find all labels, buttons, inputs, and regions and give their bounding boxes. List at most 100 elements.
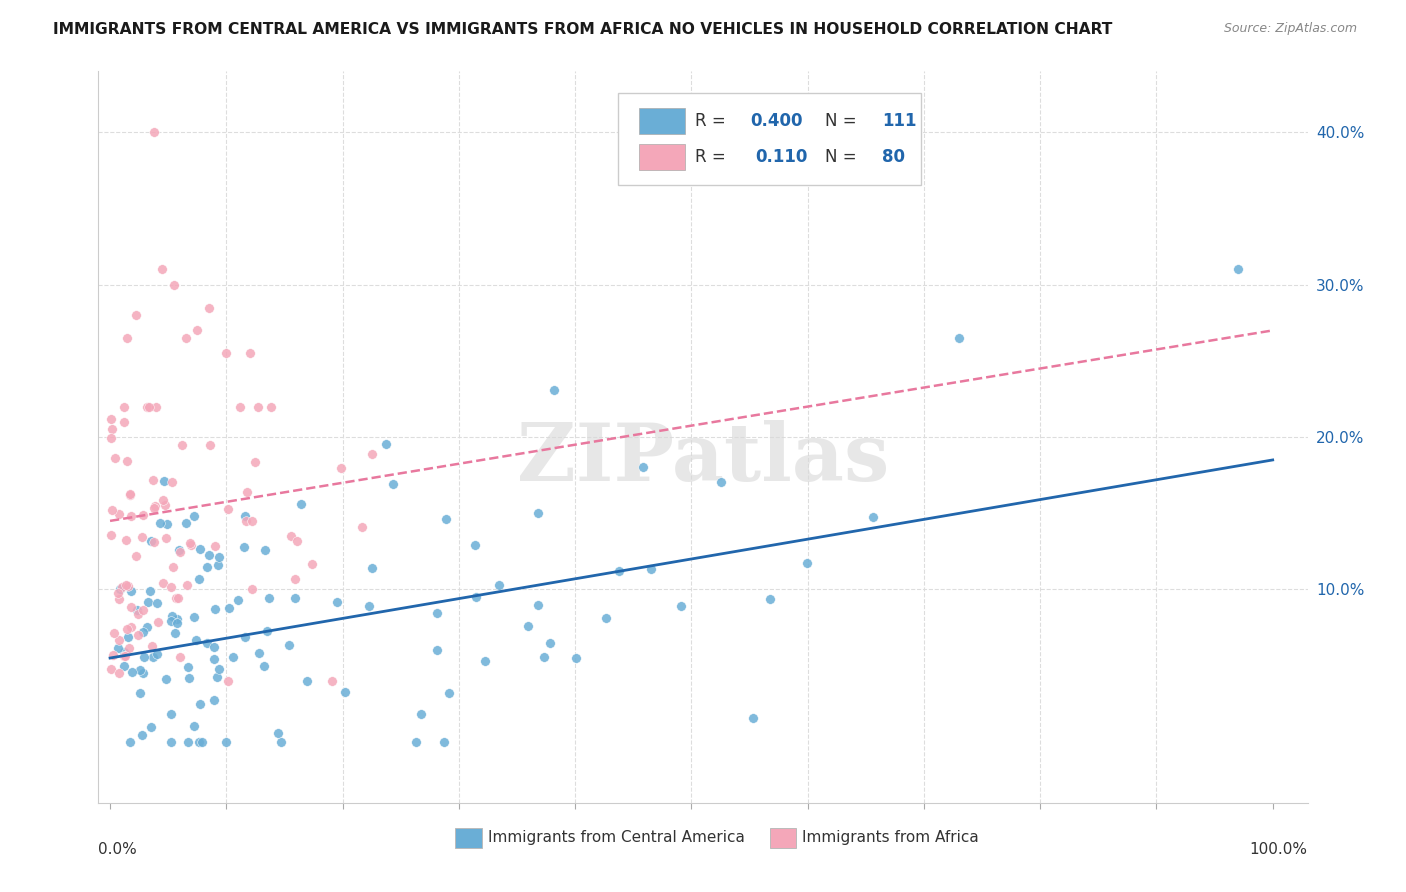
Point xyxy=(136,619,159,633)
Point xyxy=(278,638,301,652)
Point xyxy=(114,533,136,547)
Point xyxy=(148,516,170,530)
Point xyxy=(176,578,198,592)
Point xyxy=(104,450,127,465)
Point xyxy=(134,650,156,665)
Point xyxy=(208,550,231,565)
Point xyxy=(117,454,139,468)
Point xyxy=(229,400,252,414)
Point xyxy=(108,592,131,607)
Point xyxy=(204,602,226,616)
Point xyxy=(710,475,733,489)
Text: Immigrants from Central America: Immigrants from Central America xyxy=(488,830,745,846)
Point xyxy=(108,507,131,521)
Point xyxy=(112,400,135,414)
Text: R =: R = xyxy=(695,112,731,130)
Point xyxy=(111,580,134,594)
Point xyxy=(114,648,136,663)
Point xyxy=(132,624,155,639)
Point xyxy=(152,576,174,591)
Point xyxy=(260,400,283,414)
Point xyxy=(155,673,177,687)
Point xyxy=(166,612,188,626)
Point xyxy=(112,659,135,673)
Point xyxy=(215,346,238,360)
Text: 111: 111 xyxy=(882,112,917,130)
Point xyxy=(280,528,302,542)
Point xyxy=(862,510,884,524)
Point xyxy=(136,595,159,609)
Point xyxy=(108,666,131,681)
Point xyxy=(120,486,142,500)
Point xyxy=(167,591,190,605)
Bar xyxy=(456,828,482,848)
Point xyxy=(160,609,183,624)
Point xyxy=(464,538,486,552)
Point xyxy=(187,735,209,749)
Point xyxy=(526,506,548,520)
Point xyxy=(382,477,405,491)
Point xyxy=(243,455,266,469)
Point xyxy=(361,447,384,461)
Point xyxy=(138,400,160,414)
Point xyxy=(120,509,142,524)
Point xyxy=(177,735,200,749)
Point xyxy=(118,735,141,749)
Point xyxy=(239,346,262,360)
Point xyxy=(183,719,205,733)
Point xyxy=(127,607,149,621)
Point xyxy=(169,545,191,559)
Point xyxy=(146,615,169,630)
Point xyxy=(162,560,184,574)
Point xyxy=(107,586,129,600)
Text: 0.0%: 0.0% xyxy=(98,842,138,856)
Point xyxy=(208,662,231,676)
Point xyxy=(112,645,135,659)
Point xyxy=(607,564,630,578)
Point xyxy=(257,591,280,605)
Point xyxy=(247,400,270,414)
Point xyxy=(633,460,655,475)
Point xyxy=(254,543,277,558)
Text: R =: R = xyxy=(695,148,735,166)
Bar xyxy=(769,828,796,848)
Point xyxy=(143,499,166,513)
Point xyxy=(375,437,398,451)
Point xyxy=(321,673,343,688)
Bar xyxy=(638,108,685,135)
Text: ZIPatlas: ZIPatlas xyxy=(517,420,889,498)
Point xyxy=(139,533,162,548)
Point xyxy=(215,735,238,749)
Point xyxy=(204,539,226,553)
Point xyxy=(284,572,307,586)
Point xyxy=(150,262,173,277)
Point xyxy=(533,649,555,664)
Point xyxy=(117,579,139,593)
Point xyxy=(143,125,166,139)
Point xyxy=(426,606,449,620)
Point xyxy=(167,543,190,558)
Point xyxy=(120,620,142,634)
Point xyxy=(333,685,356,699)
Point xyxy=(100,431,122,445)
Text: Immigrants from Africa: Immigrants from Africa xyxy=(803,830,979,846)
Point xyxy=(127,627,149,641)
Point xyxy=(640,562,662,576)
Point xyxy=(188,572,211,586)
Point xyxy=(180,538,202,552)
Point xyxy=(125,549,148,564)
Point xyxy=(359,599,381,613)
Point xyxy=(290,497,312,511)
Point xyxy=(153,475,176,489)
Point xyxy=(474,654,496,668)
Point xyxy=(434,512,457,526)
Point xyxy=(131,530,153,544)
Point xyxy=(796,556,818,570)
Point xyxy=(120,600,142,615)
Point xyxy=(218,601,240,615)
Point xyxy=(595,611,617,625)
Point xyxy=(488,578,510,592)
Point xyxy=(565,651,588,665)
Text: 80: 80 xyxy=(882,148,905,166)
Point xyxy=(195,559,218,574)
